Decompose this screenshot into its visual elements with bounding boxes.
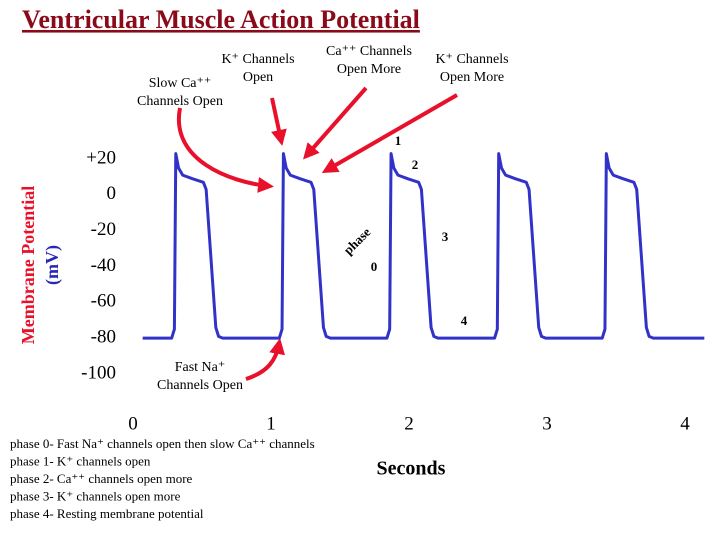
annotation: Ca⁺⁺ Channels Open More [326, 44, 412, 77]
annotation-line: K⁺ Channels [221, 52, 294, 67]
y-tick-label: -20 [91, 219, 116, 240]
note: phase 0- Fast Na⁺ channels open then slo… [10, 436, 315, 451]
arrow [321, 93, 458, 173]
y-tick-label: -60 [91, 291, 116, 312]
y-tick-label: -40 [91, 255, 116, 276]
phase-label: 3 [442, 229, 449, 244]
annotation-line: K⁺ Channels [435, 52, 508, 67]
phase-label: 0 [371, 259, 378, 274]
annotation: Slow Ca⁺⁺ Channels Open [137, 76, 223, 109]
x-tick-label: 3 [542, 413, 552, 434]
x-tick-label: 2 [404, 413, 414, 434]
y-tick-label: -100 [81, 362, 116, 383]
annotation: K⁺ Channels Open More [435, 52, 508, 85]
plot [142, 152, 705, 340]
annotation-line: Channels Open [157, 378, 243, 393]
y-tick-label: -80 [91, 327, 116, 348]
annotation-line: Open [243, 70, 273, 85]
annotation-line: Open More [440, 70, 504, 85]
phase-label: 1 [395, 133, 402, 148]
y-axis-unit: (mV) [42, 245, 63, 285]
x-axis-label: Seconds [377, 458, 446, 480]
annotation-line: Fast Na⁺ [175, 360, 226, 375]
annotation: K⁺ Channels Open [221, 52, 294, 85]
phase-label: phase [340, 224, 373, 257]
x-tick-label: 4 [680, 413, 690, 434]
annotation-line: Ca⁺⁺ Channels [326, 44, 412, 59]
note: phase 1- K⁺ channels open [10, 453, 151, 468]
arrow [245, 338, 286, 381]
y-tick-label: 0 [107, 183, 117, 204]
arrow [303, 86, 368, 160]
arrow [176, 107, 274, 193]
note: phase 3- K⁺ channels open more [10, 488, 181, 503]
chart-title: Ventricular Muscle Action Potential [22, 5, 420, 34]
line-series [142, 152, 705, 340]
annotation-line: Slow Ca⁺⁺ [149, 76, 212, 91]
arrow [270, 97, 287, 146]
annotation: Fast Na⁺ Channels Open [157, 360, 243, 393]
annotation-line: Channels Open [137, 94, 223, 109]
phase-label: 2 [412, 157, 419, 172]
note: phase 4- Resting membrane potential [10, 506, 204, 521]
x-tick-label: 1 [266, 413, 276, 434]
x-tick-label: 0 [128, 413, 138, 434]
y-tick-label: +20 [86, 147, 116, 168]
phase-label: 4 [461, 313, 468, 328]
y-axis-label: Membrane Potential [18, 186, 38, 344]
note: phase 2- Ca⁺⁺ channels open more [10, 471, 193, 486]
annotation-line: Open More [337, 62, 401, 77]
